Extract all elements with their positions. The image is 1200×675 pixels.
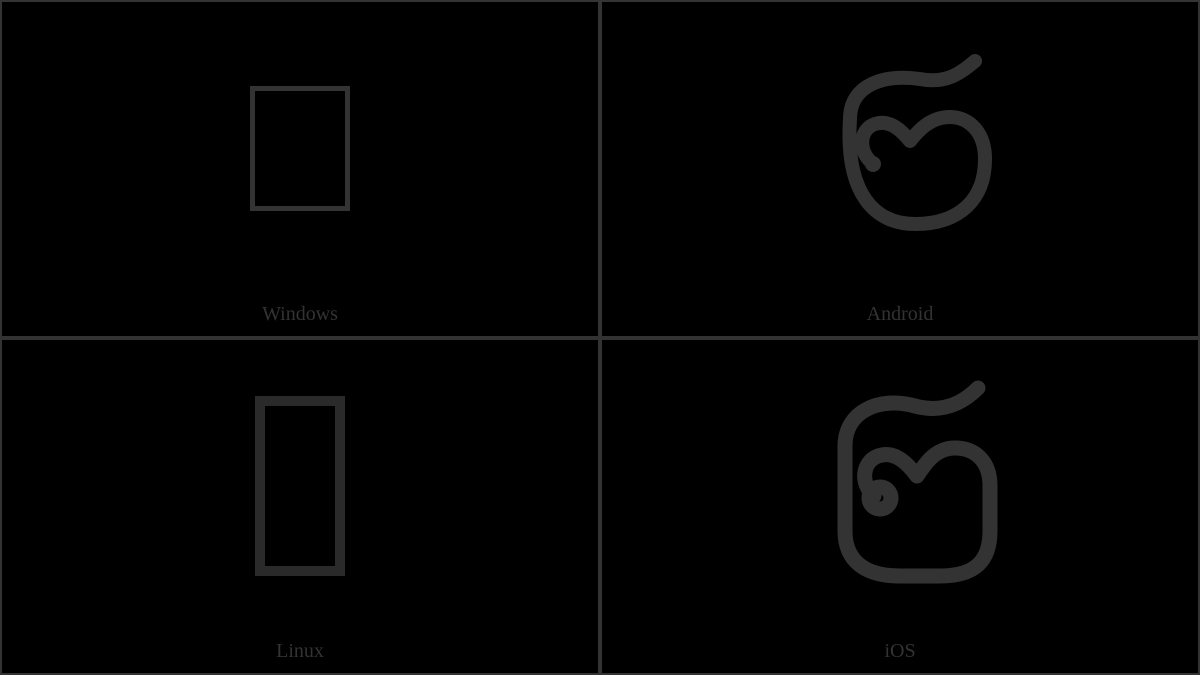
panel-label: Android <box>602 303 1198 326</box>
panel-label: Windows <box>2 303 598 326</box>
notdef-box-icon <box>250 86 350 211</box>
glyph-linux <box>2 340 598 674</box>
glyph-ios <box>602 340 1198 674</box>
lao-digit-two-icon <box>790 49 1010 249</box>
notdef-box-icon <box>255 396 345 576</box>
glyph-android <box>602 2 1198 336</box>
panel-label: Linux <box>2 640 598 663</box>
cell-android: Android <box>600 0 1200 338</box>
cell-ios: iOS <box>600 338 1200 675</box>
panel-label: iOS <box>602 640 1198 663</box>
cell-linux: Linux <box>0 338 600 675</box>
lao-digit-two-icon <box>790 376 1010 596</box>
glyph-windows <box>2 2 598 336</box>
cell-windows: Windows <box>0 0 600 338</box>
glyph-comparison-grid: Windows Android Linux <box>0 0 1200 675</box>
